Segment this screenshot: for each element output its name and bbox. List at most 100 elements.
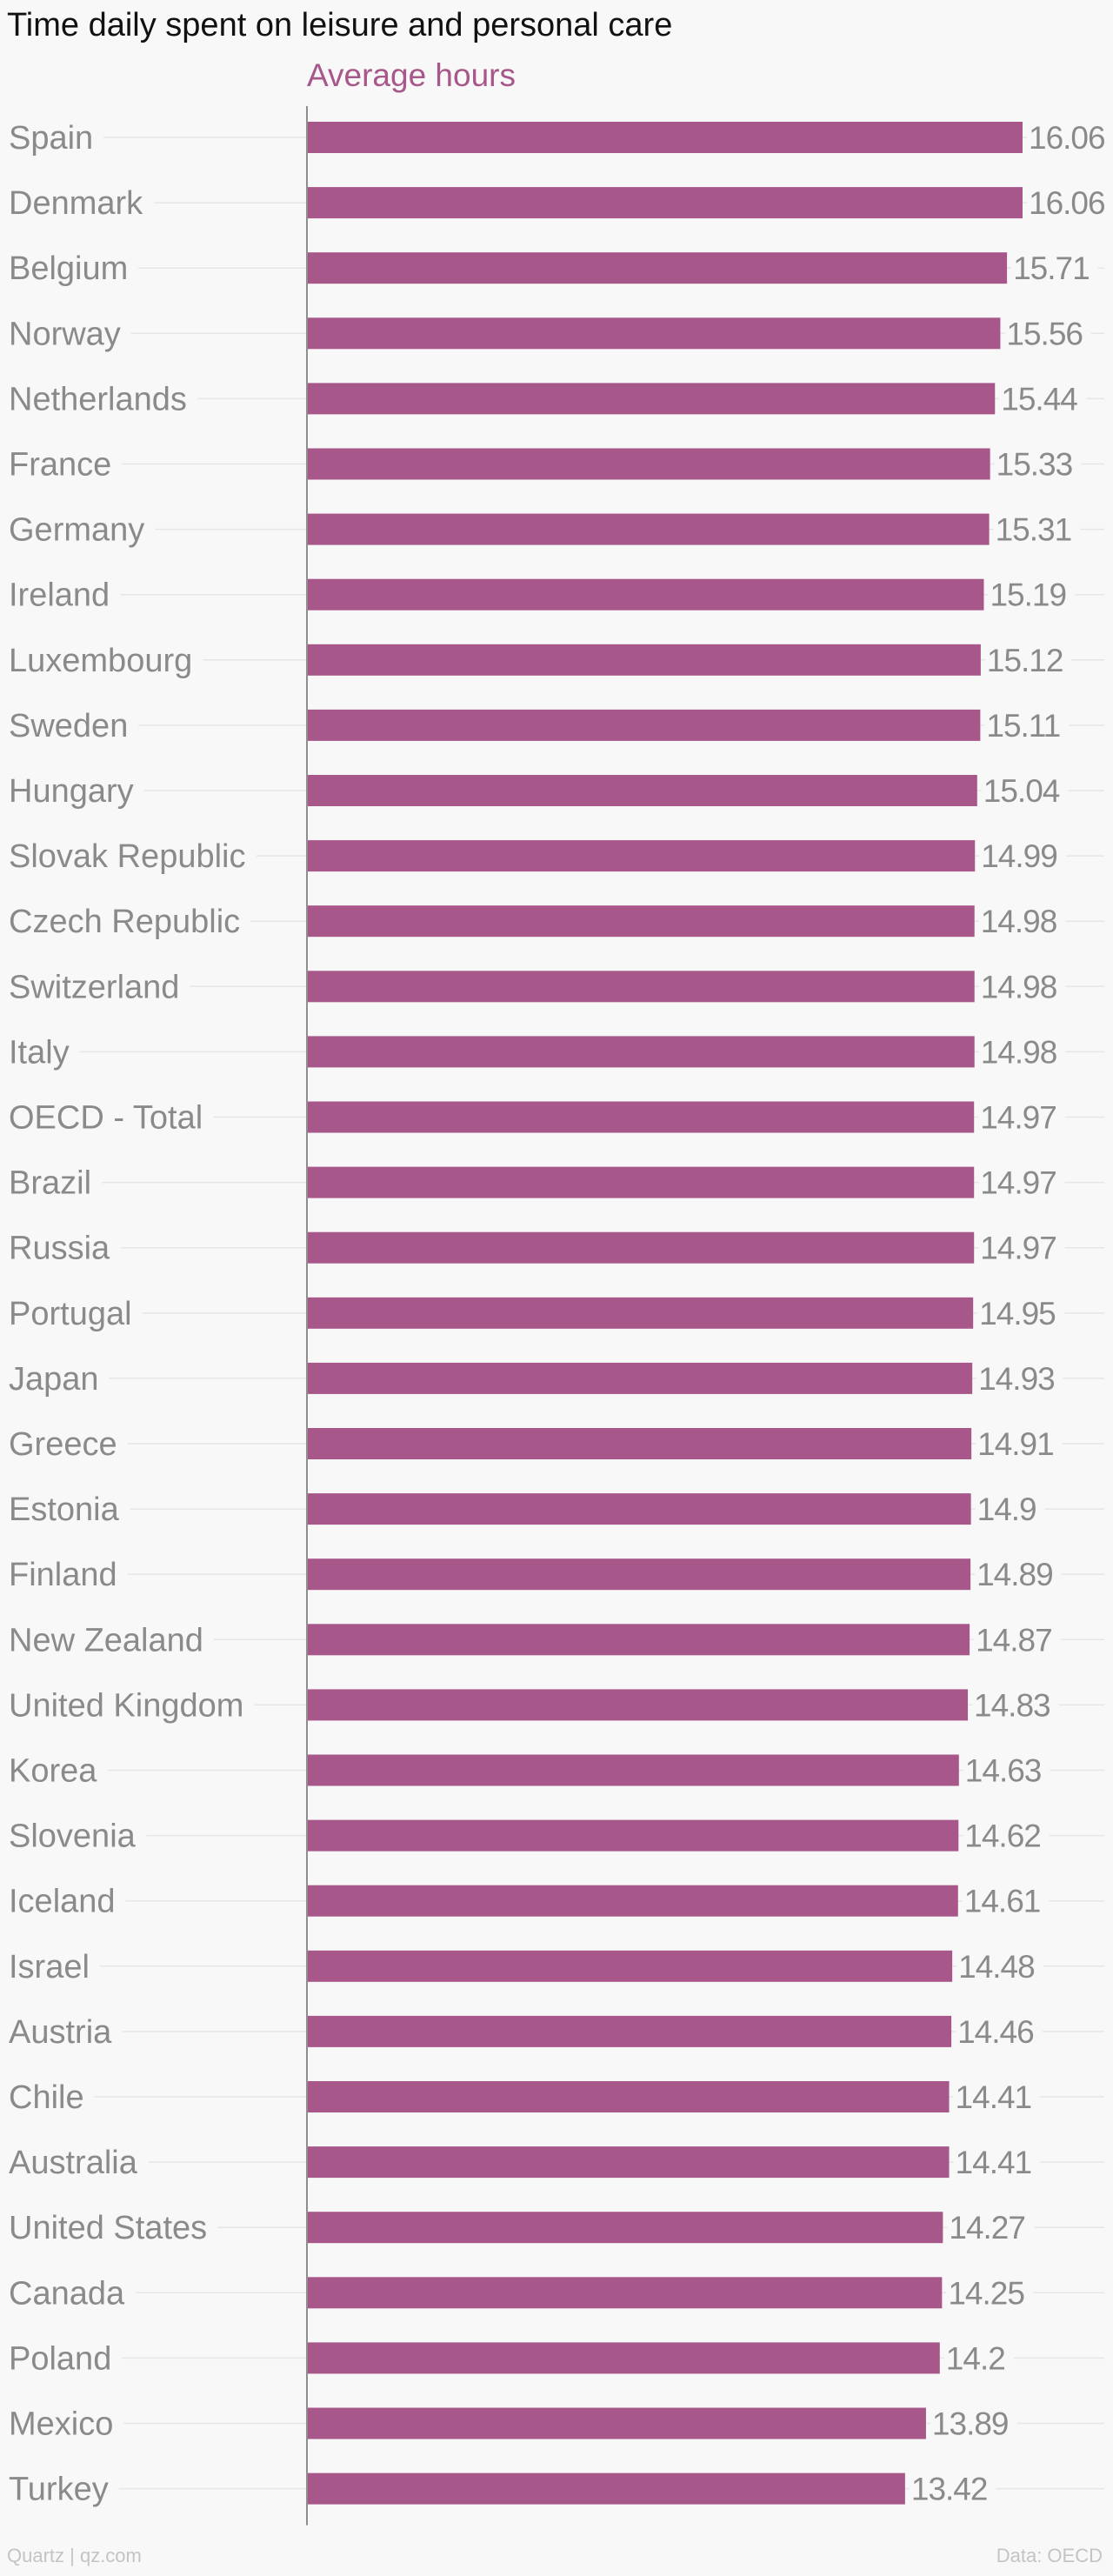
label-gridline-mask (7, 1832, 147, 1839)
value-label: 15.12 (987, 643, 1063, 678)
label-gridline-mask (7, 984, 190, 990)
value-label: 14.91 (977, 1426, 1054, 1462)
value-label: 14.46 (957, 2014, 1034, 2050)
bar (308, 1950, 953, 1982)
value-label: 14.95 (979, 1296, 1056, 1331)
bar (308, 2146, 950, 2179)
value-gridline-mask (956, 2028, 1043, 2034)
bar (308, 122, 1023, 153)
value-label: 15.19 (990, 577, 1066, 613)
label-gridline-mask (7, 1049, 80, 1055)
category-label: Korea (9, 1753, 97, 1790)
value-gridline-mask (976, 1375, 1063, 1381)
footer-source-right: Data: OECD (996, 2545, 1103, 2566)
label-gridline-mask (7, 2420, 124, 2426)
value-gridline-mask (994, 461, 1082, 467)
value-gridline-mask (953, 2094, 1041, 2099)
bar (308, 2277, 943, 2309)
value-label: 14.41 (956, 2145, 1032, 2180)
value-label: 14.87 (976, 1622, 1052, 1658)
label-gridline-mask (7, 1572, 128, 1578)
value-label: 15.56 (1006, 316, 1083, 351)
value-gridline-mask (974, 1637, 1061, 1643)
bar (308, 2015, 952, 2047)
category-label: Australia (9, 2145, 138, 2181)
label-gridline-mask (7, 1506, 130, 1512)
value-label: 14.2 (946, 2340, 1005, 2376)
bar (308, 1101, 975, 1133)
value-gridline-mask (947, 2225, 1034, 2231)
bar (308, 840, 976, 872)
label-gridline-mask (7, 2486, 119, 2492)
category-label: New Zealand (9, 1622, 203, 1658)
bar (308, 2342, 940, 2374)
category-label: United Kingdom (9, 1687, 243, 1724)
category-label: Chile (9, 2079, 84, 2116)
value-gridline-mask (975, 1572, 1062, 1578)
category-label: Sweden (9, 708, 128, 744)
bar (308, 644, 981, 676)
value-gridline-mask (999, 396, 1087, 402)
value-gridline-mask (1011, 265, 1098, 271)
label-gridline-mask (7, 526, 156, 532)
value-gridline-mask (978, 1179, 1065, 1185)
category-label: Brazil (9, 1165, 91, 1202)
label-gridline-mask (7, 1898, 126, 1904)
value-gridline-mask (1004, 330, 1092, 337)
bar (308, 1297, 974, 1329)
value-gridline-mask (1027, 200, 1113, 206)
label-gridline-mask (7, 2094, 95, 2099)
category-label: Iceland (9, 1884, 116, 1920)
value-label: 16.06 (1029, 185, 1105, 221)
label-gridline-mask (7, 330, 131, 337)
label-gridline-mask (7, 1245, 122, 1251)
value-label: 14.99 (981, 838, 1057, 874)
bar (308, 905, 975, 938)
label-gridline-mask (7, 591, 121, 597)
label-gridline-mask (7, 135, 104, 140)
bar (308, 252, 1008, 284)
bar (308, 1166, 975, 1198)
bar (308, 1558, 971, 1591)
category-label: Japan (9, 1361, 99, 1398)
label-gridline-mask (7, 1637, 214, 1643)
category-label: Russia (9, 1231, 110, 1267)
label-gridline-mask (7, 2355, 123, 2361)
category-label: Turkey (9, 2472, 109, 2508)
category-label: Finland (9, 1557, 117, 1593)
category-label: France (9, 447, 111, 484)
footer-source-left: Quartz | qz.com (7, 2545, 142, 2566)
category-label: Estonia (9, 1492, 120, 1528)
category-label: Germany (9, 512, 144, 549)
value-gridline-mask (962, 1898, 1050, 1904)
bar (308, 1362, 973, 1394)
bar (308, 448, 990, 480)
value-label: 14.89 (976, 1557, 1053, 1592)
value-label: 14.93 (978, 1361, 1055, 1397)
label-gridline-mask (7, 788, 144, 793)
category-label: Czech Republic (9, 904, 240, 940)
bar (308, 1231, 975, 1264)
value-label: 14.25 (948, 2275, 1024, 2311)
category-label: Ireland (9, 577, 110, 614)
value-gridline-mask (963, 1767, 1050, 1773)
label-gridline-mask (7, 461, 123, 467)
bar (308, 1689, 969, 1721)
bar (308, 1885, 958, 1917)
value-gridline-mask (978, 918, 1066, 924)
value-label: 14.97 (980, 1100, 1056, 1136)
value-label: 14.27 (949, 2210, 1025, 2246)
label-gridline-mask (7, 265, 139, 271)
chart-title: Time daily spent on leisure and personal… (7, 7, 673, 43)
category-label: Belgium (9, 250, 128, 287)
label-gridline-mask (7, 1310, 143, 1316)
label-gridline-mask (7, 1375, 110, 1381)
value-label: 15.33 (996, 447, 1073, 483)
value-label: 13.42 (911, 2472, 988, 2507)
bar (308, 775, 977, 806)
bar (308, 2212, 943, 2244)
bar (308, 1624, 970, 1656)
value-gridline-mask (978, 1245, 1065, 1251)
value-gridline-mask (1027, 135, 1113, 140)
value-label: 14.9 (977, 1492, 1036, 1527)
